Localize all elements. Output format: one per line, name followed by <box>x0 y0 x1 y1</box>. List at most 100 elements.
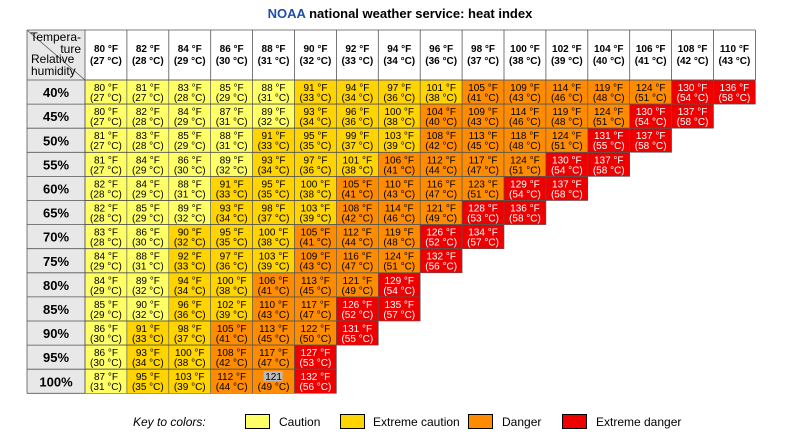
cell-value-c: (31 °C) <box>132 262 164 273</box>
cell-value-f: 86 °F <box>136 228 160 239</box>
heat-cell <box>168 272 212 298</box>
cell-value-c: (49 °C) <box>425 214 457 225</box>
title-rest: national weather service: heat index <box>305 6 533 21</box>
cell-value-c: (27 °C) <box>90 117 122 128</box>
cell-value-f: 126 °F <box>426 228 456 239</box>
cell-value-f: 88 °F <box>136 252 160 263</box>
col-header-c: (37 °C) <box>467 56 499 67</box>
heat-cell <box>126 368 170 394</box>
cell-value-c: (32 °C) <box>258 117 290 128</box>
col-header-f: 108 °F <box>678 44 708 55</box>
col-header-c: (30 °C) <box>216 56 248 67</box>
cell-value-c: (33 °C) <box>300 93 332 104</box>
cell-value-f: 137 °F <box>636 131 666 142</box>
cell-value-f: 116 °F <box>343 252 372 263</box>
cell-value-f: 136 °F <box>510 204 540 215</box>
cell-value-f: 103 °F <box>301 204 331 215</box>
cell-value-f: 96 °F <box>178 300 202 311</box>
col-header-f: 102 °F <box>552 44 582 55</box>
cell-value-c: (27 °C) <box>90 165 122 176</box>
cell-value-f: 82 °F <box>136 107 160 118</box>
heat-cell <box>587 79 630 105</box>
cell-value-c: (53 °C) <box>300 358 332 369</box>
row-header: 70% <box>43 230 69 245</box>
heat-cell <box>503 200 547 225</box>
cell-value-c: (31 °C) <box>174 189 206 200</box>
cell-value-c: (38 °C) <box>425 93 457 104</box>
cell-value-f: 100 °F <box>259 228 289 239</box>
heat-cell <box>294 248 337 274</box>
cell-value-c: (54 °C) <box>509 189 541 200</box>
cell-value-f: 93 °F <box>136 348 160 359</box>
col-header-f: 96 °F <box>429 44 453 55</box>
cell-value-f: 121 <box>265 372 282 383</box>
heat-cell <box>671 103 714 129</box>
temperature-label-line1: Tempera- <box>30 30 81 44</box>
cell-value-c: (45 °C) <box>258 334 290 345</box>
col-header-f: 88 °F <box>262 44 286 55</box>
cell-value-c: (56 °C) <box>425 262 457 273</box>
heat-cell <box>210 248 253 274</box>
heat-cell <box>377 248 421 274</box>
cell-value-c: (58 °C) <box>635 141 667 152</box>
cell-value-c: (58 °C) <box>593 165 625 176</box>
heat-cell <box>503 79 547 105</box>
cell-value-f: 91 °F <box>220 179 244 190</box>
key-label: Key to colors: <box>133 415 206 429</box>
col-header-c: (40 °C) <box>593 56 625 67</box>
heat-cell <box>629 103 672 129</box>
cell-value-f: 108 °F <box>217 348 247 359</box>
cell-value-f: 112 °F <box>217 372 246 383</box>
cell-value-c: (31 °C) <box>258 93 290 104</box>
cell-value-c: (54 °C) <box>551 165 583 176</box>
heat-cell <box>294 79 337 105</box>
cell-value-c: (29 °C) <box>90 310 122 321</box>
cell-value-c: (53 °C) <box>467 214 499 225</box>
cell-value-c: (39 °C) <box>258 262 290 273</box>
cell-value-f: 97 °F <box>387 83 411 94</box>
cell-value-f: 92 °F <box>178 252 202 263</box>
cell-value-c: (43 °C) <box>258 310 290 321</box>
heat-cell <box>252 103 295 129</box>
cell-value-f: 86 °F <box>178 155 202 166</box>
heat-cell <box>377 152 421 177</box>
heat-cell <box>84 272 128 298</box>
row-header: 45% <box>43 109 69 124</box>
cell-value-c: (51 °C) <box>509 165 541 176</box>
cell-value-c: (49 °C) <box>258 382 290 393</box>
cell-value-f: 110 °F <box>385 179 414 190</box>
cell-value-c: (35 °C) <box>258 189 290 200</box>
col-header-c: (41 °C) <box>635 56 667 67</box>
cell-value-f: 127 °F <box>301 348 331 359</box>
cell-value-f: 108 °F <box>426 131 456 142</box>
cell-value-f: 95 °F <box>262 179 286 190</box>
cell-value-c: (43 °C) <box>300 262 332 273</box>
row-header-band <box>27 80 85 394</box>
cell-value-f: 126 °F <box>343 300 373 311</box>
cell-value-c: (29 °C) <box>132 189 164 200</box>
cell-value-c: (31 °C) <box>216 117 248 128</box>
col-header-f: 94 °F <box>387 44 411 55</box>
cell-value-c: (43 °C) <box>383 189 415 200</box>
cell-value-c: (38 °C) <box>258 238 290 249</box>
cell-value-f: 103 °F <box>175 372 205 383</box>
cell-value-c: (39 °C) <box>174 382 206 393</box>
cell-value-c: (28 °C) <box>90 214 122 225</box>
cell-value-c: (46 °C) <box>551 93 583 104</box>
cell-value-f: 88 °F <box>220 131 244 142</box>
cell-value-f: 131 °F <box>343 324 373 335</box>
corner-diagonal <box>26 29 86 81</box>
cell-value-f: 132 °F <box>301 372 331 383</box>
heat-cell <box>252 320 295 346</box>
cell-value-c: (42 °C) <box>341 214 373 225</box>
cell-value-c: (40 °C) <box>425 117 457 128</box>
cell-value-f: 81 °F <box>136 83 160 94</box>
cell-value-f: 122 °F <box>301 324 331 335</box>
cell-value-f: 105 °F <box>343 179 373 190</box>
cell-value-c: (47 °C) <box>467 165 499 176</box>
cell-value-c: (29 °C) <box>174 141 206 152</box>
cell-value-f: 85 °F <box>220 83 244 94</box>
cell-value-c: (55 °C) <box>341 334 373 345</box>
cell-value-c: (41 °C) <box>341 189 373 200</box>
cell-value-f: 91 °F <box>262 131 286 142</box>
